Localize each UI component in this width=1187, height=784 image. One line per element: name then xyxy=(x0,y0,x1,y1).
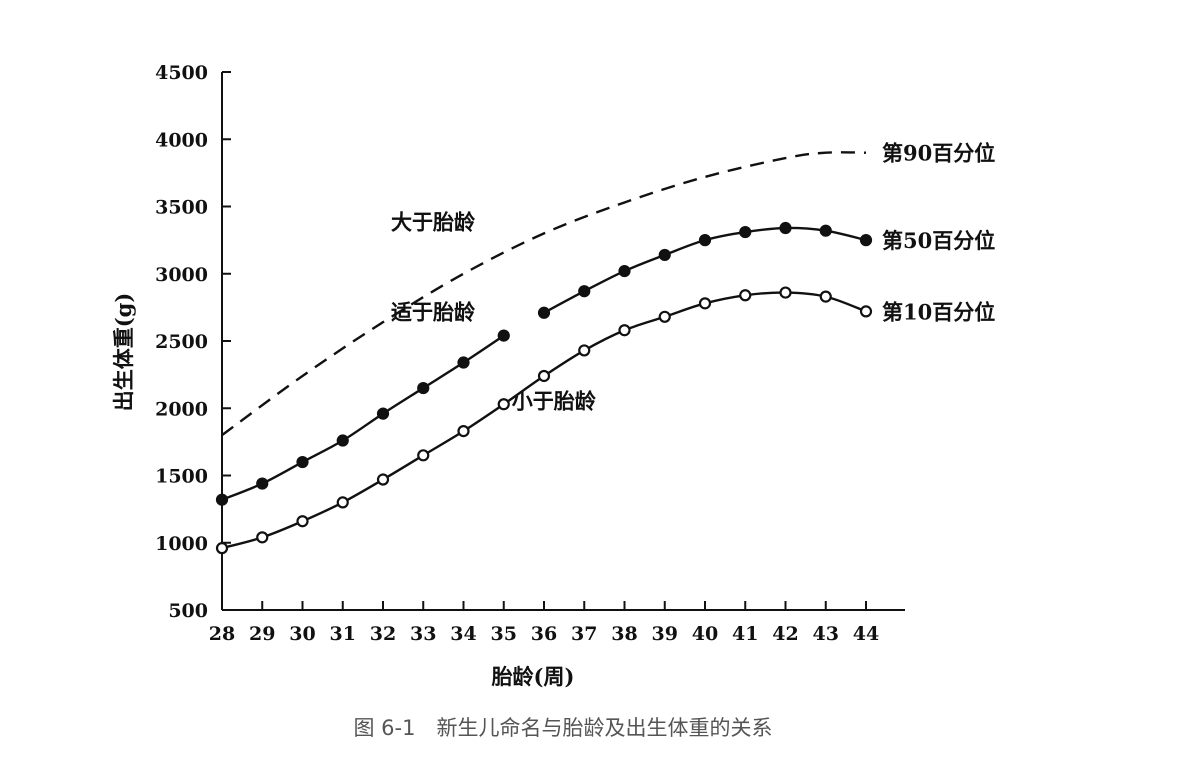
figure-caption: 图 6-1 新生儿命名与胎龄及出生体重的关系 xyxy=(354,716,773,740)
series-label: 第10百分位 xyxy=(882,299,995,324)
data-point-filled xyxy=(417,381,430,395)
x-tick-label: 43 xyxy=(813,623,839,645)
data-point-open xyxy=(497,398,510,411)
data-point-filled xyxy=(739,225,752,239)
y-tick-label: 3500 xyxy=(155,197,208,219)
y-axis-label: 出生体重(g) xyxy=(111,293,136,412)
data-point-filled xyxy=(819,224,832,237)
data-point-open xyxy=(256,531,269,544)
x-axis-label: 胎龄(周) xyxy=(492,664,575,689)
x-tick-label: 36 xyxy=(531,623,557,645)
x-tick-label: 41 xyxy=(732,623,758,645)
x-tick-label: 32 xyxy=(370,623,396,645)
data-point-open xyxy=(779,286,792,299)
data-point-filled xyxy=(457,356,470,369)
data-point-filled xyxy=(376,407,390,420)
x-tick-label: 31 xyxy=(330,623,356,645)
data-point-filled xyxy=(256,477,269,490)
data-point-filled xyxy=(618,264,631,278)
x-tick-label: 39 xyxy=(652,623,678,645)
x-tick-label: 35 xyxy=(491,623,517,645)
x-tick-label: 30 xyxy=(289,623,315,645)
x-tick-label: 38 xyxy=(611,623,637,645)
series-label: 第50百分位 xyxy=(882,228,995,253)
x-tick-label: 44 xyxy=(853,623,879,645)
data-point-open xyxy=(537,369,551,383)
x-tick-label: 42 xyxy=(772,623,798,645)
data-point-filled xyxy=(537,306,551,319)
series-label: 第90百分位 xyxy=(882,141,995,166)
data-point-filled xyxy=(859,234,873,247)
data-point-open xyxy=(618,324,631,337)
data-point-open xyxy=(376,473,390,486)
y-tick-label: 1500 xyxy=(155,466,208,488)
annotation-label: 适于胎龄 xyxy=(391,299,476,324)
data-point-open xyxy=(819,290,832,303)
series-line xyxy=(221,291,867,550)
y-tick-label: 3000 xyxy=(155,264,208,286)
data-point-open xyxy=(739,289,752,302)
x-tick-label: 37 xyxy=(571,623,597,645)
data-point-open xyxy=(417,449,430,462)
axes: 500 1000 1500 2000 2500 3000 3500 4000 4500 28 29 3… xyxy=(155,62,905,645)
annotation-label: 大于胎龄 xyxy=(391,209,476,234)
data-point-open xyxy=(457,425,470,438)
y-tick-label: 4500 xyxy=(155,62,208,84)
data-point-filled xyxy=(336,434,349,447)
series-line xyxy=(221,151,867,437)
data-point-open xyxy=(859,305,873,318)
data-point-filled xyxy=(578,285,591,298)
data-point-open xyxy=(336,496,349,509)
x-tick-label: 29 xyxy=(249,623,275,645)
data-point-filled xyxy=(296,455,309,469)
x-tick-label: 40 xyxy=(692,623,718,645)
x-tick-label: 33 xyxy=(410,623,436,645)
data-point-open xyxy=(658,310,671,323)
data-point-filled xyxy=(497,329,510,342)
y-tick-label: 2500 xyxy=(155,331,208,353)
x-tick-label: 34 xyxy=(450,623,476,645)
data-point-open xyxy=(215,542,229,555)
y-tick-label: 500 xyxy=(168,600,208,622)
data-point-open xyxy=(296,515,309,528)
annotation-label: 小于胎龄 xyxy=(512,388,597,413)
data-point-filled xyxy=(658,248,671,262)
data-point-filled xyxy=(779,221,792,235)
y-tick-label: 2000 xyxy=(155,398,208,420)
data-point-open xyxy=(578,344,591,357)
y-tick-label: 4000 xyxy=(155,129,208,151)
x-tick-label: 28 xyxy=(209,623,235,645)
data-point-filled xyxy=(215,493,229,506)
y-tick-label: 1000 xyxy=(155,533,208,555)
data-point-open xyxy=(698,297,712,310)
data-point-filled xyxy=(698,234,712,247)
